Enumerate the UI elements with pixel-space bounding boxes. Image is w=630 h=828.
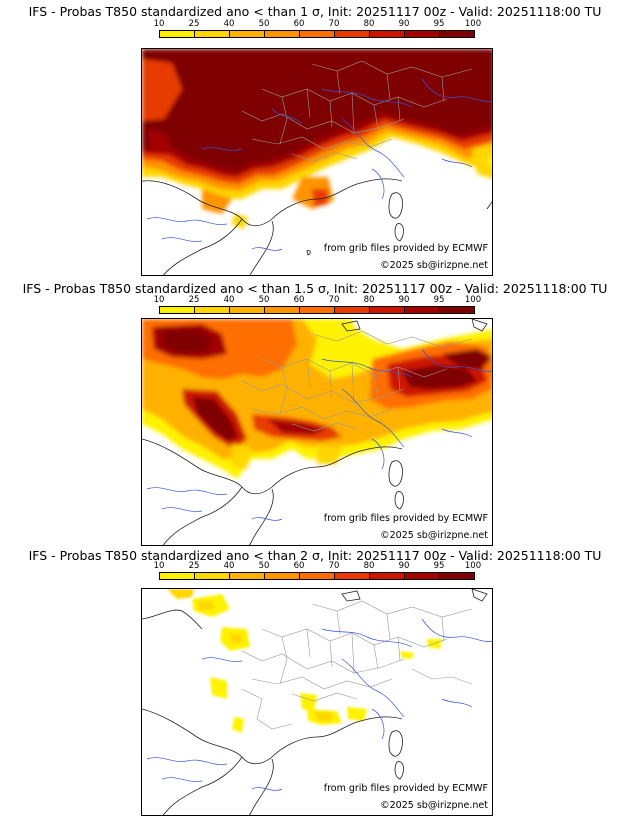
legend-tick: 95 <box>433 561 445 571</box>
panel-title: IFS - Probas T850 standardized ano < tha… <box>28 548 602 563</box>
legend-swatch <box>370 307 405 313</box>
legend-swatch <box>370 573 405 579</box>
source-credit: from grib files provided by ECMWF <box>323 783 488 794</box>
legend-swatch <box>160 31 195 37</box>
probability-map: from grib files provided by ECMWF ©2025 … <box>141 588 493 816</box>
legend-tick: 80 <box>363 19 375 29</box>
legend-ticks: 10 25 40 50 60 70 80 90 95 100 <box>154 561 482 571</box>
legend-swatch <box>195 31 230 37</box>
legend-tick: 40 <box>223 561 235 571</box>
legend-swatch <box>195 573 230 579</box>
legend-colorbar <box>159 572 475 580</box>
legend-swatch <box>230 307 265 313</box>
legend-tick: 25 <box>188 561 200 571</box>
coastlines <box>142 178 492 275</box>
rivers <box>146 618 492 791</box>
legend-swatch <box>370 31 405 37</box>
legend-tick: 40 <box>223 295 235 305</box>
legend-tick: 70 <box>328 295 340 305</box>
legend-tick: 70 <box>328 561 340 571</box>
legend-tick: 10 <box>153 561 165 571</box>
legend-tick: 100 <box>464 19 482 29</box>
map-graphic <box>142 319 492 545</box>
probability-map: from grib files provided by ECMWF ©2025 … <box>141 48 493 276</box>
legend-swatch <box>335 573 370 579</box>
probability-legend: 10 25 40 50 60 70 80 90 95 100 <box>154 19 482 40</box>
source-credit: from grib files provided by ECMWF <box>323 513 488 524</box>
probability-legend: 10 25 40 50 60 70 80 90 95 100 <box>154 561 482 582</box>
copyright-credit: ©2025 sb@irizpne.net <box>380 800 488 811</box>
legend-ticks: 10 25 40 50 60 70 80 90 95 100 <box>154 19 482 29</box>
coastlines <box>142 589 488 815</box>
forecast-panel-1sigma: IFS - Probas T850 standardized ano < tha… <box>0 0 630 276</box>
legend-tick: 60 <box>293 19 305 29</box>
legend-swatch <box>300 307 335 313</box>
legend-tick: 95 <box>433 19 445 29</box>
legend-swatch <box>405 307 440 313</box>
panel-title: IFS - Probas T850 standardized ano < tha… <box>28 4 602 19</box>
legend-tick: 95 <box>433 295 445 305</box>
legend-tick: 70 <box>328 19 340 29</box>
legend-tick: 90 <box>398 295 410 305</box>
legend-swatch <box>335 31 370 37</box>
legend-tick: 100 <box>464 561 482 571</box>
legend-colorbar <box>159 306 475 314</box>
copyright-credit: ©2025 sb@irizpne.net <box>380 260 488 271</box>
legend-tick: 10 <box>153 295 165 305</box>
legend-colorbar <box>159 30 475 38</box>
probability-field <box>142 319 492 479</box>
legend-swatch <box>440 31 474 37</box>
probability-field <box>167 589 442 733</box>
copyright-credit: ©2025 sb@irizpne.net <box>380 530 488 541</box>
legend-swatch <box>230 31 265 37</box>
legend-swatch <box>230 573 265 579</box>
legend-swatch <box>405 573 440 579</box>
legend-swatch <box>195 307 230 313</box>
legend-swatch <box>405 31 440 37</box>
probability-map: from grib files provided by ECMWF ©2025 … <box>141 318 493 546</box>
coastlines <box>142 319 488 545</box>
legend-tick: 100 <box>464 295 482 305</box>
legend-swatch <box>440 573 474 579</box>
legend-ticks: 10 25 40 50 60 70 80 90 95 100 <box>154 295 482 305</box>
legend-swatch <box>160 307 195 313</box>
legend-tick: 60 <box>293 561 305 571</box>
legend-swatch <box>265 31 300 37</box>
legend-tick: 90 <box>398 561 410 571</box>
legend-tick: 10 <box>153 19 165 29</box>
legend-swatch <box>265 573 300 579</box>
source-credit: from grib files provided by ECMWF <box>323 243 488 254</box>
panel-title: IFS - Probas T850 standardized ano < tha… <box>22 281 608 296</box>
legend-swatch <box>335 307 370 313</box>
legend-tick: 50 <box>258 295 270 305</box>
legend-tick: 50 <box>258 19 270 29</box>
legend-swatch <box>440 307 474 313</box>
map-graphic <box>142 589 492 815</box>
legend-tick: 90 <box>398 19 410 29</box>
legend-tick: 50 <box>258 561 270 571</box>
legend-tick: 80 <box>363 295 375 305</box>
forecast-panel-1-5sigma: IFS - Probas T850 standardized ano < tha… <box>0 276 630 552</box>
legend-tick: 60 <box>293 295 305 305</box>
forecast-panel-2sigma: IFS - Probas T850 standardized ano < tha… <box>0 548 630 828</box>
legend-swatch <box>300 573 335 579</box>
rivers <box>146 78 492 251</box>
legend-swatch <box>160 573 195 579</box>
probability-field <box>142 49 492 229</box>
legend-swatch <box>265 307 300 313</box>
legend-tick: 40 <box>223 19 235 29</box>
legend-tick: 80 <box>363 561 375 571</box>
legend-tick: 25 <box>188 19 200 29</box>
probability-legend: 10 25 40 50 60 70 80 90 95 100 <box>154 295 482 316</box>
map-graphic <box>142 49 492 275</box>
legend-swatch <box>300 31 335 37</box>
legend-tick: 25 <box>188 295 200 305</box>
rivers <box>146 348 492 521</box>
